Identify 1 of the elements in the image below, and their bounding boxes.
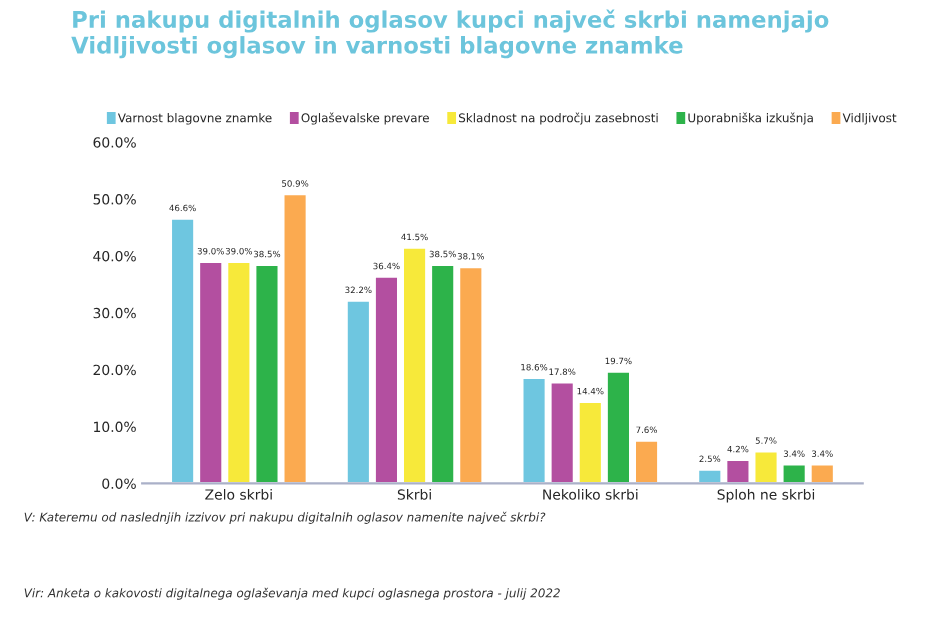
chart-title: Pri nakupu digitalnih oglasov kupci največ skrbi namenjajo Vidljivosti oglasov in varnosti blagovne znamke: [71, 9, 829, 59]
